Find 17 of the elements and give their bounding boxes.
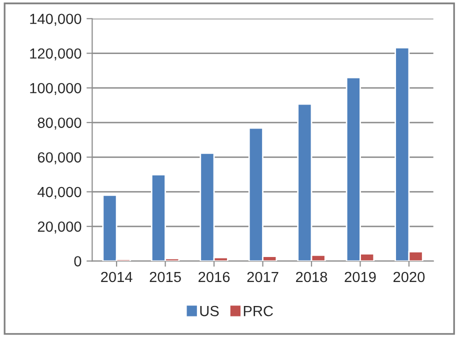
y-tick-label: 20,000 — [38, 222, 82, 234]
y-tick-label: 40,000 — [38, 186, 82, 199]
x-tick-label: 2017 — [247, 272, 278, 282]
y-tick-label: 60,000 — [38, 152, 82, 164]
x-tick-label: 2015 — [150, 272, 181, 282]
x-tick-label: 2020 — [393, 272, 425, 282]
y-tick-label: 120,000 — [30, 48, 82, 60]
y-tick-label: 140,000 — [30, 14, 82, 26]
y-tick-label: 80,000 — [38, 118, 82, 130]
legend-label: US — [200, 306, 219, 316]
x-tick-label: 2018 — [296, 272, 328, 282]
y-tick-label: 100,000 — [30, 83, 82, 96]
x-tick-label: 2014 — [101, 272, 132, 282]
x-tick-label: 2016 — [198, 272, 230, 282]
y-tick-label: 0 — [74, 256, 82, 266]
legend-label: PRC — [244, 306, 273, 316]
x-tick-label: 2019 — [344, 272, 376, 282]
